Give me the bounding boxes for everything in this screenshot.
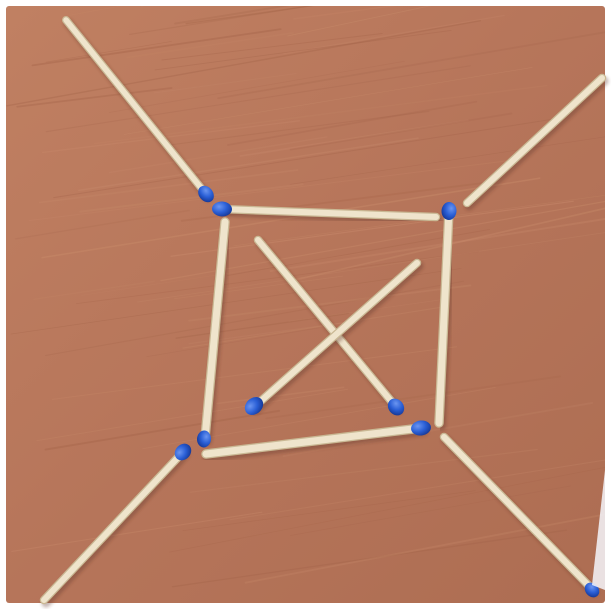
grain-line	[287, 6, 432, 37]
match-square-bottom	[201, 420, 431, 462]
grain-line	[78, 137, 419, 192]
match-square-left	[196, 217, 232, 448]
match-head	[174, 443, 192, 461]
match-outer-top-left	[62, 16, 214, 203]
grain-line	[189, 448, 538, 493]
match-head	[244, 397, 264, 415]
match-head	[212, 201, 232, 217]
grain-line	[45, 41, 172, 63]
grain-line	[217, 31, 605, 100]
grain-line	[293, 6, 398, 20]
paper-corner	[592, 470, 605, 590]
grain-line	[11, 511, 263, 553]
match-square-top	[212, 201, 443, 225]
grain-line	[60, 6, 124, 18]
match-outer-bottom-right	[439, 432, 600, 598]
grain-line	[216, 386, 345, 405]
grain-line	[170, 200, 574, 257]
grain-line	[129, 6, 313, 36]
grain-line	[31, 28, 282, 67]
grain-line	[290, 136, 605, 185]
grain-line	[174, 6, 290, 25]
grain-line	[44, 409, 281, 451]
grain-line	[185, 6, 315, 25]
grain-line	[94, 84, 548, 145]
grain-line	[108, 60, 405, 113]
grain-line	[146, 327, 320, 358]
match-head	[441, 202, 457, 220]
grain-line	[160, 200, 605, 282]
grain-line	[169, 110, 430, 146]
grain-line	[79, 183, 304, 213]
grain-line	[16, 87, 173, 108]
grain-line	[182, 490, 476, 532]
grain-line	[265, 375, 562, 420]
match-cross-a	[253, 235, 405, 416]
grain-line	[126, 32, 294, 59]
grain-line	[227, 100, 478, 146]
match-outer-bottom-left	[39, 443, 192, 608]
grain-line	[290, 485, 572, 536]
grain-line	[51, 346, 458, 400]
grain-line	[229, 459, 605, 521]
grain-line	[123, 67, 533, 135]
match-head	[387, 398, 405, 416]
match-outer-top-right	[462, 73, 609, 211]
grain-line	[6, 20, 482, 107]
grain-line	[10, 268, 462, 335]
match-head	[198, 185, 214, 203]
grain-line	[289, 112, 513, 151]
grain-line	[171, 529, 568, 588]
grain-line	[269, 217, 605, 273]
grain-line	[36, 388, 348, 442]
match-head	[411, 420, 431, 436]
match-square-right	[434, 202, 457, 431]
grain-line	[33, 280, 155, 301]
grain-line	[161, 33, 383, 61]
grain-line	[53, 117, 561, 199]
grain-line	[182, 305, 449, 349]
grain-line	[239, 119, 469, 157]
match-cross-b	[244, 258, 424, 415]
grain-line	[283, 14, 505, 55]
grain-line	[108, 136, 328, 174]
matches-layer	[39, 16, 609, 608]
grain-line	[244, 513, 605, 584]
grain-line	[188, 284, 472, 322]
grain-line	[41, 120, 301, 154]
grain-line	[45, 65, 471, 133]
grain-line	[153, 72, 297, 94]
grain-line	[76, 251, 480, 305]
grain-line	[28, 158, 520, 222]
grain-line	[38, 169, 299, 204]
match-head	[196, 430, 212, 448]
grain-line	[154, 29, 452, 71]
grain-line	[169, 467, 605, 553]
grain-line	[14, 209, 190, 240]
grain-line	[173, 275, 344, 300]
